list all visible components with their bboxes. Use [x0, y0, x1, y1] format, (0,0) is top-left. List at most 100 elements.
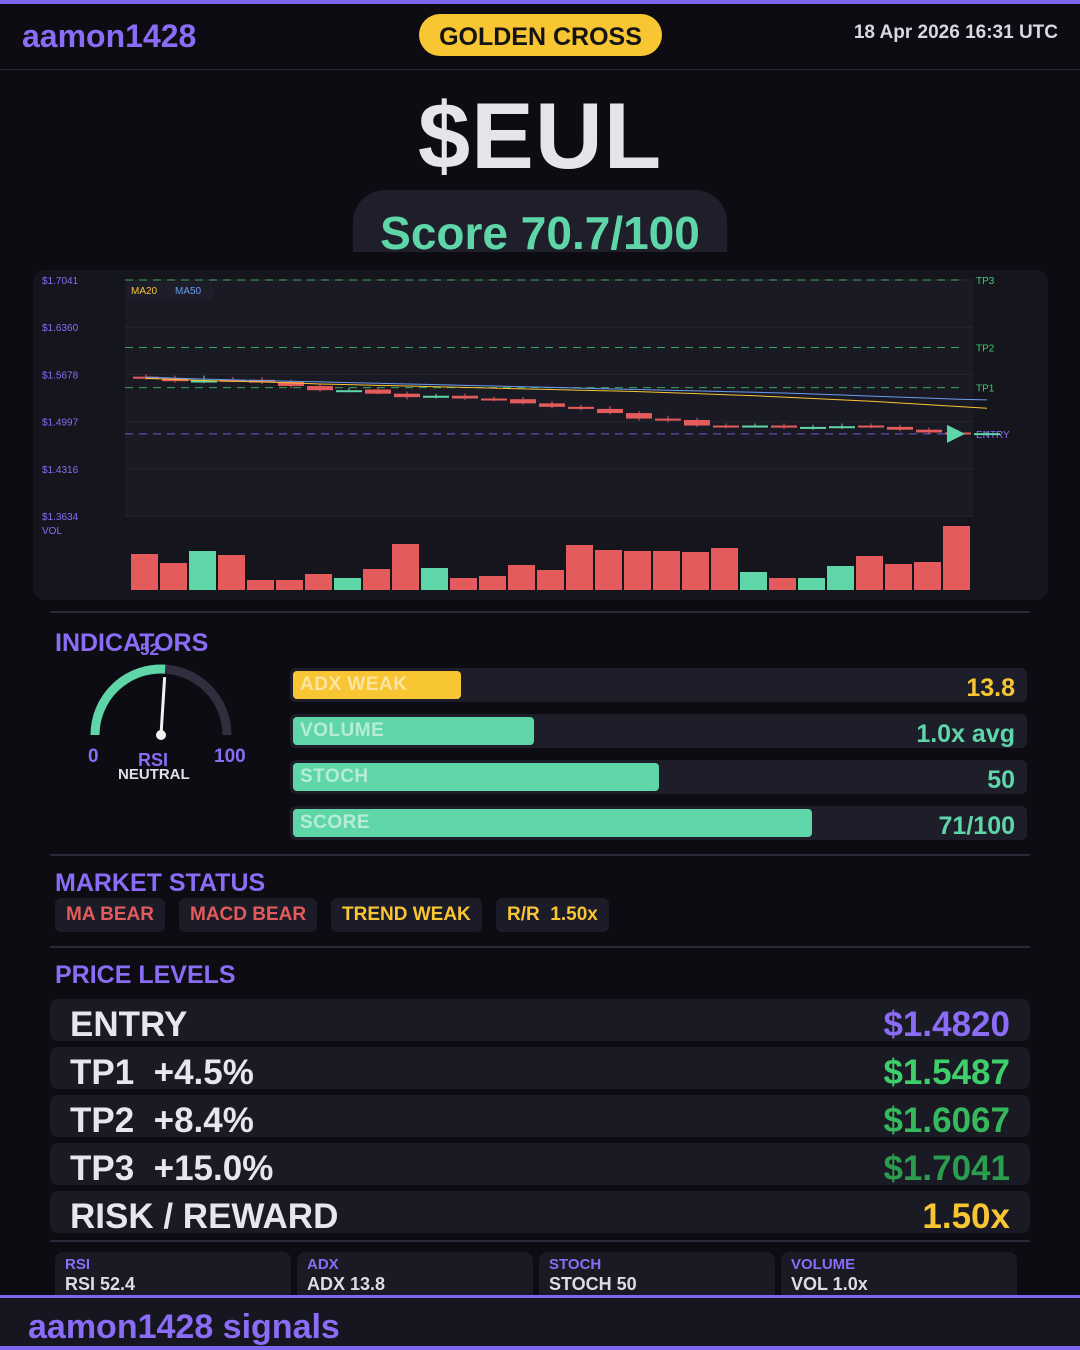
y-tick-label: $1.3634 [42, 512, 79, 523]
ticker-symbol: $EUL [417, 83, 663, 188]
stoch-bar-fill [293, 763, 659, 791]
candle-body [974, 433, 1000, 436]
gauge-needle [159, 677, 167, 736]
volume-bar [421, 568, 448, 590]
brand-name: aamon1428 [22, 18, 197, 54]
y-tick-label: $1.6360 [42, 323, 79, 334]
level-row-risk-reward: RISK / REWARD 1.50x [50, 1191, 1030, 1236]
stat-caption: VOLUME [791, 1256, 856, 1273]
indicators-title: INDICATORS [55, 629, 209, 657]
volume-bar [769, 578, 796, 590]
stat-value: RSI 52.4 [65, 1274, 136, 1294]
adx-bar-label: ADX WEAK [300, 674, 408, 695]
level-label-tp3: TP3 [976, 276, 995, 287]
legend-ma20: MA20 [131, 286, 158, 297]
volume-bar [276, 580, 303, 590]
volume-axis-label: VOL [42, 526, 62, 537]
volume-bar [160, 563, 187, 590]
status-chip-rr: R/R 1.50x [496, 898, 609, 932]
adx-bar-value: 13.8 [966, 674, 1015, 702]
entry-arrow [947, 424, 965, 443]
candle-body [191, 380, 217, 383]
volume-bar [305, 574, 332, 590]
rsi-gauge-value: 52 [140, 640, 159, 659]
volume-bar [189, 551, 216, 590]
level-value: 1.50x [922, 1197, 1010, 1236]
stat-card-volume: VOLUME VOL 1.0x [781, 1252, 1017, 1296]
plot-area [125, 280, 973, 516]
stat-card-rsi: RSI RSI 52.4 [55, 1252, 291, 1296]
volume-bar [334, 578, 361, 590]
volume-bar [508, 565, 535, 590]
candle-body [394, 393, 420, 398]
y-tick-label: $1.7041 [42, 276, 79, 287]
rsi-status: NEUTRAL [118, 766, 190, 783]
indicator-bar-score: SCORE 71/100 [290, 806, 1027, 840]
candle-body [336, 390, 362, 393]
level-value: $1.7041 [883, 1149, 1010, 1188]
divider [50, 854, 1030, 856]
candle-body [249, 379, 275, 383]
status-chip-ma: MA BEAR [55, 898, 165, 932]
volume-bar [798, 578, 825, 590]
candle-body [916, 429, 942, 433]
chart-canvas: $1.7041 $1.6360 $1.5678 $1.4997 $1.4316 $1.36… [42, 276, 1010, 590]
candle-body [626, 413, 652, 419]
candle-body [713, 425, 739, 428]
status-chip-trend: TREND WEAK [331, 898, 482, 932]
candle-body [829, 426, 855, 429]
price-chart: $1.7041 $1.6360 $1.5678 $1.4997 $1.4316 $1.36… [33, 270, 1048, 600]
level-value: $1.4820 [883, 1005, 1010, 1044]
volume-bar [131, 554, 158, 590]
volume-bar [247, 580, 274, 590]
footer: aamon1428 signals [0, 1295, 1080, 1350]
volume-bar [363, 569, 390, 590]
level-name: TP2 +8.4% [70, 1101, 254, 1140]
adx-bar-fill [293, 671, 462, 699]
level-row-entry: ENTRY $1.4820 [50, 999, 1030, 1044]
signal-badge: GOLDEN CROSS [419, 14, 662, 56]
legend-box [127, 282, 213, 300]
level-row-tp3: TP3 +15.0% $1.7041 [50, 1143, 1030, 1188]
candle-body [510, 399, 536, 404]
divider [50, 946, 1030, 948]
volume-bar-label: VOLUME [300, 720, 385, 741]
indicator-bar-stoch: STOCH 50 [290, 760, 1027, 794]
y-tick-label: $1.5678 [42, 370, 79, 381]
volume-bar [682, 552, 709, 590]
level-value: $1.5487 [883, 1053, 1010, 1092]
candle-body [423, 395, 449, 398]
candle-body [539, 403, 565, 407]
level-row-tp1: TP1 +4.5% $1.5487 [50, 1047, 1030, 1092]
bottom-accent-line [0, 1346, 1080, 1350]
top-accent-line [0, 0, 1080, 4]
volume-bar [711, 548, 738, 590]
level-value: $1.6067 [883, 1101, 1010, 1140]
score-text: Score 70.7/100 [380, 207, 700, 259]
volume-bar [856, 556, 883, 590]
volume-bar [943, 526, 970, 590]
volume-bar [479, 576, 506, 590]
volume-bar-value: 1.0x avg [916, 720, 1015, 748]
rsi-gauge-min: 0 [88, 746, 99, 767]
candle-body [278, 381, 304, 387]
level-label-entry: ENTRY [976, 430, 1010, 441]
level-name: RISK / REWARD [70, 1197, 339, 1236]
volume-bar [450, 578, 477, 590]
stat-value: VOL 1.0x [791, 1274, 868, 1294]
score-bar-value: 71/100 [938, 812, 1015, 840]
volume-bar [653, 551, 680, 590]
candle-body [481, 398, 507, 401]
rsi-gauge-max: 100 [214, 746, 246, 767]
candle-body [684, 419, 710, 426]
stat-value: STOCH 50 [549, 1274, 637, 1294]
volume-bar [885, 564, 912, 590]
stat-card-stoch: STOCH STOCH 50 [539, 1252, 775, 1296]
rsi-gauge-label: RSI [138, 750, 169, 770]
level-row-tp2: TP2 +8.4% $1.6067 [50, 1095, 1030, 1140]
stat-card-adx: ADX ADX 13.8 [297, 1252, 533, 1296]
stat-caption: ADX [307, 1256, 339, 1273]
ma20-line [145, 377, 988, 409]
divider [50, 611, 1030, 613]
candle-body [887, 426, 913, 430]
